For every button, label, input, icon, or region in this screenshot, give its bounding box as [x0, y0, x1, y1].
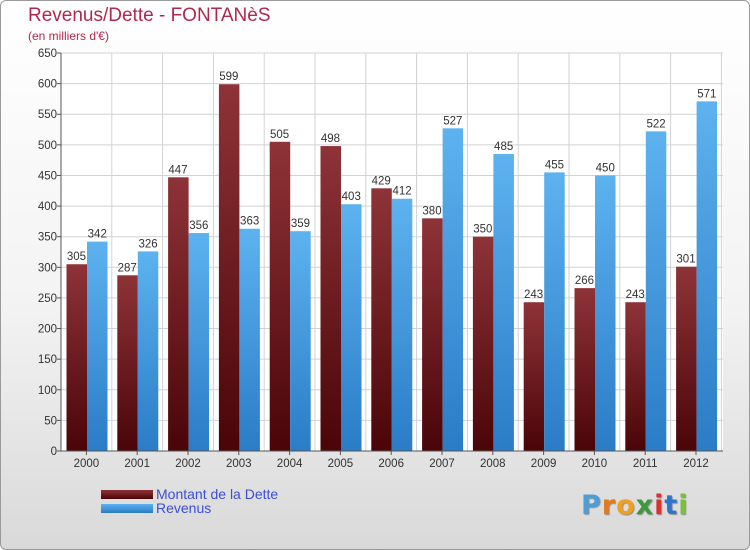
value-label-dette-2009: 243	[524, 289, 543, 301]
value-label-revenus-2001: 326	[138, 238, 157, 250]
ytick-label-350: 350	[38, 232, 57, 244]
bar-revenus-2012	[696, 101, 718, 451]
logo-letter: i	[654, 490, 665, 521]
bar-dette-2003	[218, 84, 240, 451]
value-label-revenus-2009: 455	[545, 159, 564, 171]
ytick-label-300: 300	[38, 262, 57, 274]
bar-dette-2000	[66, 264, 87, 451]
xtick-label-2010: 2010	[582, 458, 608, 470]
value-label-revenus-2004: 359	[291, 218, 310, 230]
xtick-label-2009: 2009	[531, 458, 557, 470]
xtick-label-2003: 2003	[226, 458, 252, 470]
xtick-label-2007: 2007	[429, 458, 455, 470]
value-label-dette-2007: 380	[422, 205, 441, 217]
xtick-label-2006: 2006	[378, 458, 404, 470]
value-label-dette-2011: 243	[626, 289, 645, 301]
ytick-label-50: 50	[44, 415, 57, 427]
value-label-dette-2000: 305	[67, 251, 86, 263]
xtick-label-2004: 2004	[277, 458, 303, 470]
bar-dette-2012	[676, 266, 697, 451]
bar-revenus-2010	[595, 175, 616, 451]
bar-dette-2010	[574, 288, 595, 451]
axis-layer: 0 50 100 150 200 250 300 350 400 450 500 550 600 650 2…	[38, 48, 723, 470]
bar-dette-2002	[168, 177, 189, 451]
legend-label-revenus: Revenus	[156, 500, 212, 516]
bar-dette-2007	[422, 218, 443, 451]
bar-dette-2009	[523, 302, 545, 451]
logo-letter: o	[616, 490, 636, 521]
value-label-dette-2003: 599	[219, 71, 238, 83]
chart-subtitle: (en milliers d'€)	[28, 29, 109, 43]
xtick-label-2008: 2008	[480, 458, 506, 470]
value-label-revenus-2005: 403	[342, 191, 361, 203]
bar-dette-2004	[269, 141, 291, 452]
proxiti-logo: Proxiti	[581, 490, 689, 521]
value-label-dette-2005: 498	[321, 133, 340, 145]
value-label-dette-2004: 505	[270, 129, 289, 141]
ytick-label-0: 0	[51, 446, 57, 458]
value-label-dette-2006: 429	[372, 175, 391, 187]
value-label-dette-2010: 266	[575, 275, 594, 287]
chart-title: Revenus/Dette - FONTANèS	[28, 5, 271, 26]
ytick-label-200: 200	[38, 324, 57, 336]
xtick-label-2005: 2005	[328, 458, 354, 470]
logo-letter: t	[664, 490, 679, 521]
bar-revenus-2002	[188, 233, 210, 451]
logo-letter: r	[601, 490, 617, 521]
legend-label-dette: Montant de la Dette	[156, 486, 279, 502]
logo-letter: i	[678, 490, 689, 521]
legend-swatch-revenus	[101, 504, 153, 513]
bar-revenus-2003	[239, 228, 260, 451]
value-label-revenus-2008: 485	[494, 141, 513, 153]
value-label-revenus-2007: 527	[443, 115, 462, 127]
ytick-label-450: 450	[38, 170, 57, 182]
bar-revenus-2001	[137, 251, 159, 451]
value-label-revenus-2011: 522	[646, 118, 665, 130]
xtick-label-2002: 2002	[175, 458, 201, 470]
bar-revenus-2007	[442, 128, 464, 451]
xtick-label-2012: 2012	[683, 458, 709, 470]
ytick-label-650: 650	[38, 48, 57, 60]
bar-dette-2011	[625, 302, 646, 451]
bar-dette-2005	[320, 146, 341, 451]
ytick-label-400: 400	[38, 201, 57, 213]
bar-dette-2001	[117, 275, 138, 451]
ytick-label-550: 550	[38, 109, 57, 121]
value-label-dette-2002: 447	[168, 164, 187, 176]
value-label-revenus-2003: 363	[240, 216, 259, 228]
bar-revenus-2008	[493, 154, 514, 451]
value-label-revenus-2012: 571	[697, 88, 716, 100]
logo-letter: x	[635, 490, 655, 521]
bar-revenus-2005	[341, 204, 362, 451]
bars-layer: 3053422873264473565993635053594984034294…	[66, 71, 718, 452]
xtick-label-2000: 2000	[74, 458, 100, 470]
ytick-label-250: 250	[38, 293, 57, 305]
bar-revenus-2004	[290, 231, 311, 451]
value-label-dette-2012: 301	[676, 254, 695, 266]
logo-letter: P	[581, 490, 602, 521]
bar-dette-2008	[472, 236, 494, 451]
ytick-label-100: 100	[38, 385, 57, 397]
bar-revenus-2011	[645, 131, 667, 452]
bar-revenus-2009	[544, 172, 565, 451]
ytick-label-150: 150	[38, 354, 57, 366]
value-label-dette-2001: 287	[118, 262, 137, 274]
value-label-revenus-2010: 450	[596, 162, 615, 174]
ytick-label-500: 500	[38, 140, 57, 152]
xtick-label-2001: 2001	[124, 458, 150, 470]
bar-revenus-2000	[87, 241, 108, 451]
bar-dette-2006	[371, 188, 392, 451]
value-label-dette-2008: 350	[473, 224, 492, 236]
value-label-revenus-2000: 342	[88, 229, 107, 241]
value-label-revenus-2002: 356	[189, 220, 208, 232]
value-label-revenus-2006: 412	[392, 186, 411, 198]
xtick-label-2011: 2011	[633, 458, 658, 470]
legend-swatch-dette	[101, 490, 153, 499]
bar-revenus-2006	[391, 198, 413, 451]
ytick-label-600: 600	[38, 79, 57, 91]
